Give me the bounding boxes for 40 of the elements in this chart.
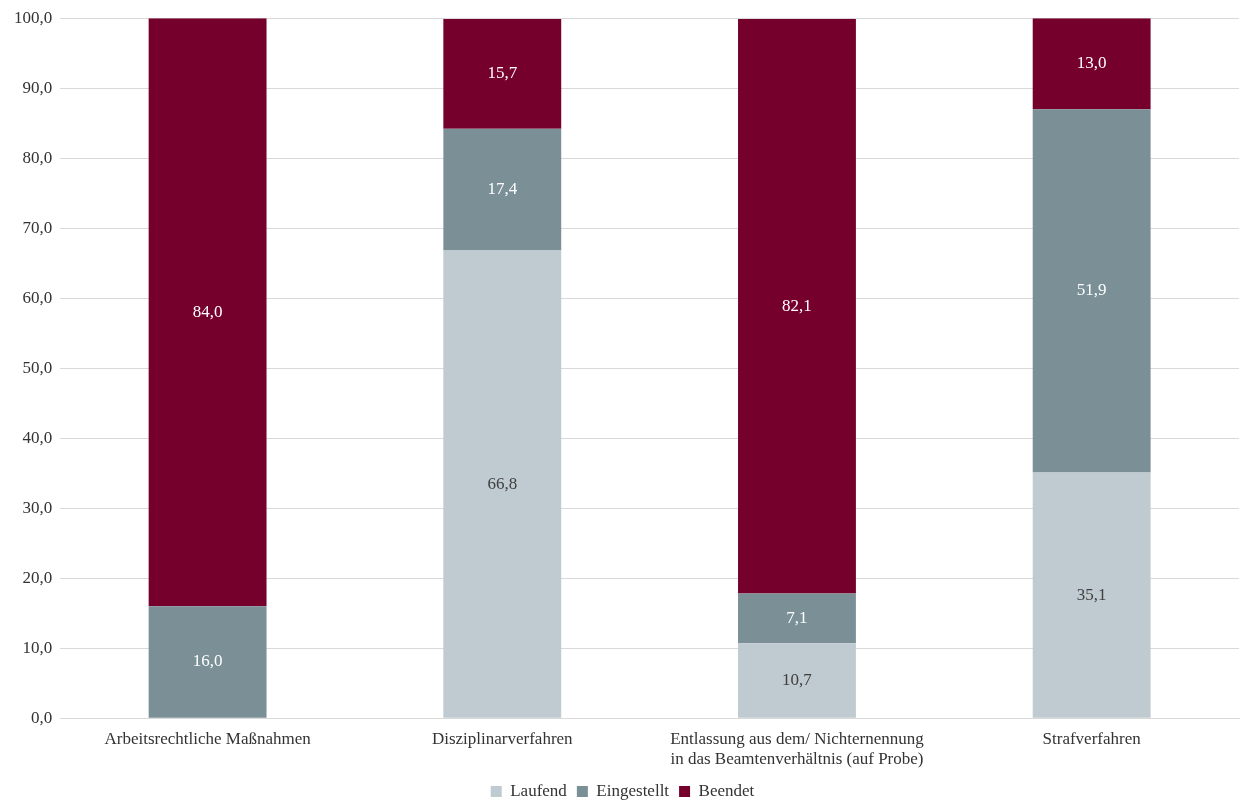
y-tick-label: 0,0 bbox=[31, 707, 53, 727]
y-tick-label: 70,0 bbox=[22, 217, 53, 237]
bar bbox=[148, 606, 267, 718]
bar bbox=[148, 18, 267, 607]
y-tick-label: 40,0 bbox=[22, 427, 53, 447]
y-tick-label: 60,0 bbox=[22, 287, 53, 307]
y-tick-label: 10,0 bbox=[22, 637, 53, 657]
bar bbox=[443, 250, 562, 718]
bar bbox=[1032, 18, 1151, 110]
bar bbox=[443, 128, 562, 251]
data-label: 16,0 bbox=[192, 651, 223, 671]
bar bbox=[738, 18, 856, 594]
data-label: 84,0 bbox=[192, 301, 223, 321]
x-tick-label: Entlassung aus dem/ Nichternennung in das Beamtenverhältnis (auf Probe) bbox=[670, 728, 925, 769]
y-tick-label: 80,0 bbox=[22, 147, 53, 167]
data-label: 7,1 bbox=[786, 607, 808, 627]
y-tick-label: 100,0 bbox=[14, 7, 53, 27]
x-tick-label: Strafverfahren bbox=[1042, 728, 1142, 748]
data-label: 66,8 bbox=[487, 473, 518, 493]
x-tick-label: Arbeitsrechtliche Maßnahmen bbox=[104, 728, 312, 748]
legend-label: Laufend bbox=[510, 780, 568, 800]
data-label: 17,4 bbox=[487, 179, 518, 199]
legend-label: Eingestellt bbox=[596, 780, 670, 800]
bar bbox=[443, 18, 562, 129]
data-label: 82,1 bbox=[782, 295, 812, 315]
bar bbox=[1032, 109, 1151, 473]
bar bbox=[1032, 472, 1151, 718]
data-label: 15,7 bbox=[487, 63, 518, 83]
data-label: 51,9 bbox=[1076, 280, 1107, 300]
bar bbox=[738, 593, 856, 644]
data-label: 35,1 bbox=[1076, 584, 1107, 604]
y-tick-label: 50,0 bbox=[22, 357, 53, 377]
bar bbox=[738, 643, 856, 718]
y-tick-label: 90,0 bbox=[22, 77, 53, 97]
y-tick-label: 30,0 bbox=[22, 497, 53, 517]
data-label: 10,7 bbox=[782, 669, 813, 689]
x-tick-label: Disziplinarverfahren bbox=[431, 728, 574, 748]
legend-label: Beendet bbox=[698, 780, 755, 800]
y-tick-label: 20,0 bbox=[22, 567, 53, 587]
data-label: 13,0 bbox=[1076, 53, 1107, 73]
